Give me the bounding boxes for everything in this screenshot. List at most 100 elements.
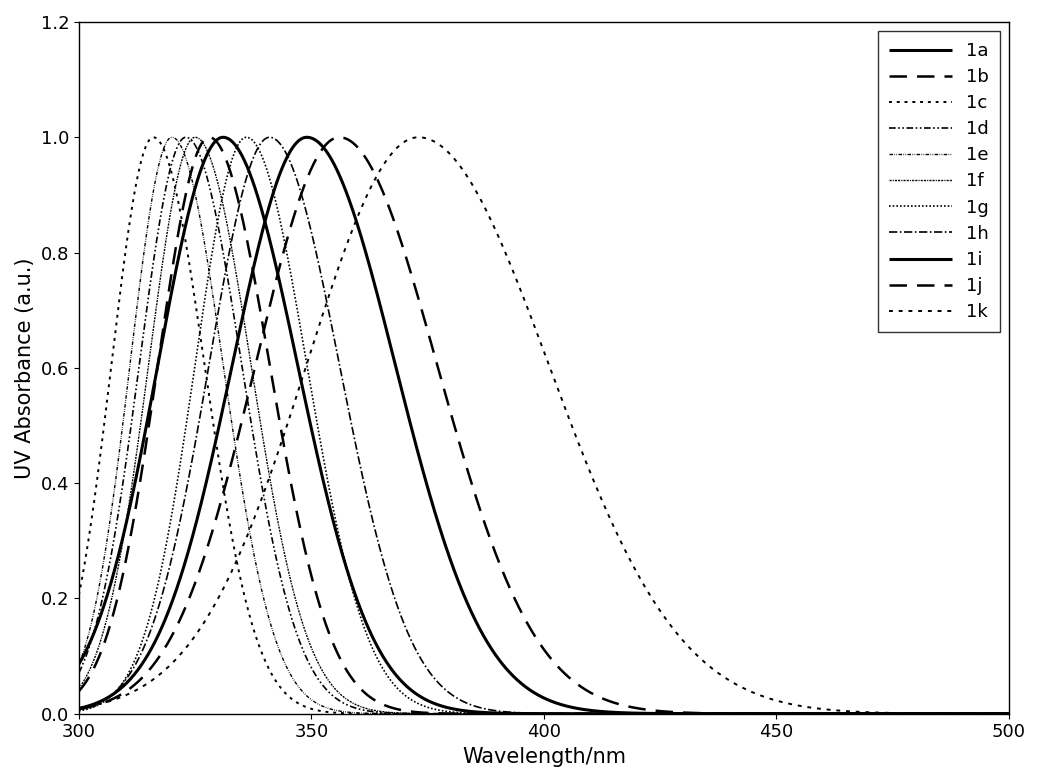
1b: [430, 708, 442, 718]
1d: [985, 709, 997, 719]
1e: [73, 660, 85, 669]
1e: [166, 133, 178, 142]
1i: [885, 709, 897, 719]
1j: [73, 705, 85, 714]
1k: [430, 138, 442, 147]
1i: [301, 133, 313, 142]
1g: [985, 709, 997, 719]
1c: [147, 133, 159, 142]
1i: [430, 511, 442, 520]
Line: 1c: 1c: [79, 138, 1009, 714]
1c: [73, 590, 85, 600]
1b: [73, 687, 85, 696]
1d: [885, 709, 897, 719]
1k: [179, 644, 192, 654]
Line: 1e: 1e: [79, 138, 1009, 714]
1d: [469, 709, 482, 719]
Line: 1a: 1a: [79, 138, 1009, 714]
1f: [234, 295, 247, 304]
1h: [985, 709, 997, 719]
1i: [985, 709, 997, 719]
1k: [985, 709, 997, 719]
1e: [985, 709, 997, 719]
1a: [1002, 709, 1015, 719]
1f: [430, 709, 442, 719]
1c: [1002, 709, 1015, 719]
1g: [179, 429, 192, 438]
1a: [885, 709, 897, 719]
1c: [885, 709, 897, 719]
1b: [179, 193, 192, 203]
1a: [469, 707, 482, 716]
1i: [469, 617, 482, 626]
Y-axis label: UV Absorbance (a.u.): UV Absorbance (a.u.): [15, 257, 35, 479]
1f: [1002, 709, 1015, 719]
X-axis label: Wavelength/nm: Wavelength/nm: [462, 747, 626, 767]
1f: [985, 709, 997, 719]
1d: [179, 133, 192, 142]
1h: [234, 197, 247, 206]
Legend: 1a, 1b, 1c, 1d, 1e, 1f, 1g, 1h, 1i, 1j, 1k: 1a, 1b, 1c, 1d, 1e, 1f, 1g, 1h, 1i, 1j, …: [878, 31, 1000, 332]
1d: [180, 133, 193, 142]
1h: [73, 705, 85, 715]
1g: [240, 133, 253, 142]
1g: [234, 137, 247, 146]
Line: 1b: 1b: [79, 138, 1009, 714]
1i: [179, 558, 192, 568]
1c: [430, 709, 442, 719]
1h: [430, 676, 442, 685]
1h: [1002, 709, 1015, 719]
1d: [234, 352, 247, 361]
1a: [217, 133, 229, 142]
1i: [1002, 709, 1015, 719]
1i: [234, 323, 247, 332]
1h: [885, 709, 897, 719]
1a: [430, 699, 442, 708]
1e: [179, 152, 192, 161]
Line: 1i: 1i: [79, 138, 1009, 714]
1f: [179, 146, 192, 156]
1g: [885, 709, 897, 719]
Line: 1k: 1k: [79, 138, 1009, 714]
1b: [234, 205, 247, 214]
1d: [430, 709, 442, 719]
1j: [1002, 709, 1015, 719]
1h: [179, 493, 192, 502]
1e: [1002, 709, 1015, 719]
1b: [203, 133, 215, 142]
1a: [73, 659, 85, 669]
1k: [1002, 709, 1015, 719]
1b: [985, 709, 997, 719]
1j: [234, 423, 247, 432]
1h: [263, 133, 276, 142]
Line: 1j: 1j: [79, 138, 1009, 714]
1f: [189, 133, 202, 142]
1c: [985, 709, 997, 719]
1a: [179, 224, 192, 233]
1k: [234, 548, 247, 558]
1g: [73, 706, 85, 716]
1d: [1002, 709, 1015, 719]
1a: [234, 148, 247, 157]
1j: [885, 709, 897, 719]
1e: [469, 709, 482, 719]
1k: [412, 133, 425, 142]
1h: [469, 702, 482, 712]
1g: [1002, 709, 1015, 719]
1f: [885, 709, 897, 719]
1c: [179, 235, 192, 244]
1g: [469, 708, 482, 718]
1k: [469, 187, 482, 196]
1f: [73, 683, 85, 693]
1e: [430, 709, 442, 719]
1a: [985, 709, 997, 719]
Line: 1f: 1f: [79, 138, 1009, 714]
1c: [234, 574, 247, 583]
1b: [1002, 709, 1015, 719]
1j: [179, 604, 192, 613]
1d: [73, 668, 85, 677]
1j: [985, 709, 997, 719]
Line: 1d: 1d: [79, 138, 1009, 714]
1j: [333, 133, 346, 142]
1j: [430, 355, 442, 364]
